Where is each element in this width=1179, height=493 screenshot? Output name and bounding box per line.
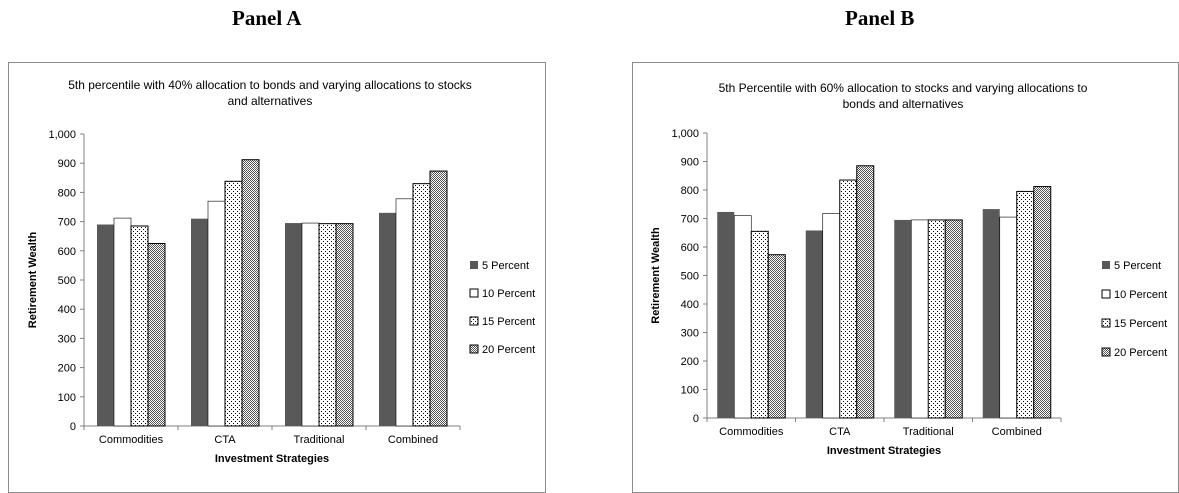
bar-20-percent-traditional: [945, 220, 962, 418]
legend-swatch: [470, 345, 478, 353]
y-tick-label: 700: [681, 214, 699, 226]
y-tick-label: 600: [58, 246, 76, 258]
bar-20-percent-commodities: [768, 255, 785, 418]
y-tick-label: 900: [681, 157, 699, 169]
legend-swatch: [1102, 348, 1110, 356]
bar-15-percent-cta: [840, 180, 857, 418]
y-tick-label: 300: [681, 328, 699, 340]
chart-a-svg: 5th percentile with 40% allocation to bo…: [9, 63, 545, 492]
bar-10-percent-traditional: [302, 223, 319, 426]
bar-15-percent-traditional: [928, 220, 945, 418]
x-tick-label: Commodities: [99, 434, 164, 446]
chart-title-line: 5th Percentile with 60% allocation to st…: [719, 81, 1088, 95]
chart-b-svg: 5th Percentile with 60% allocation to st…: [633, 63, 1178, 492]
legend-label: 15 Percent: [482, 316, 535, 328]
bar-10-percent-combined: [1000, 217, 1017, 418]
y-tick-label: 500: [58, 275, 76, 287]
legend-label: 10 Percent: [1114, 289, 1167, 301]
panel-b-title: Panel B: [845, 6, 914, 31]
y-tick-label: 200: [681, 356, 699, 368]
legend-swatch: [1102, 290, 1110, 298]
y-tick-label: 100: [58, 392, 76, 404]
y-tick-label: 800: [58, 187, 76, 199]
bar-20-percent-cta: [242, 160, 259, 426]
chart-title-line: 5th percentile with 40% allocation to bo…: [68, 78, 472, 92]
legend-swatch: [1102, 319, 1110, 327]
x-tick-label: CTA: [214, 434, 236, 446]
bar-20-percent-cta: [857, 166, 874, 418]
bar-15-percent-combined: [1017, 191, 1034, 418]
y-tick-label: 600: [681, 242, 699, 254]
bar-5-percent-cta: [806, 230, 823, 418]
x-tick-label: Combined: [388, 434, 438, 446]
bar-10-percent-cta: [823, 213, 840, 418]
bar-15-percent-combined: [413, 184, 430, 426]
legend-label: 20 Percent: [1114, 347, 1167, 359]
x-tick-label: CTA: [829, 426, 851, 438]
bar-20-percent-commodities: [148, 244, 165, 427]
panel-a-title: Panel A: [232, 6, 301, 31]
legend-label: 10 Percent: [482, 288, 535, 300]
legend-swatch: [470, 289, 478, 297]
bar-5-percent-cta: [191, 219, 208, 426]
y-tick-label: 400: [58, 304, 76, 316]
y-tick-label: 1,000: [48, 129, 76, 141]
y-tick-label: 200: [58, 363, 76, 375]
bar-10-percent-commodities: [734, 216, 751, 418]
y-tick-label: 0: [70, 421, 76, 433]
bar-5-percent-combined: [379, 213, 396, 426]
bar-10-percent-combined: [396, 199, 413, 426]
bar-20-percent-traditional: [336, 224, 353, 426]
legend-label: 5 Percent: [482, 260, 529, 272]
y-tick-label: 800: [681, 185, 699, 197]
bar-20-percent-combined: [1034, 187, 1051, 418]
bar-15-percent-commodities: [131, 226, 148, 426]
bar-5-percent-commodities: [717, 212, 734, 418]
bar-5-percent-combined: [983, 209, 1000, 418]
legend-label: 5 Percent: [1114, 260, 1161, 272]
bar-15-percent-cta: [225, 181, 242, 426]
chart-title-line: and alternatives: [228, 94, 313, 108]
y-tick-label: 400: [681, 299, 699, 311]
bar-5-percent-traditional: [285, 223, 302, 426]
bar-20-percent-combined: [430, 171, 447, 426]
x-axis-label: Investment Strategies: [215, 453, 329, 465]
chart-panel-a: 5th percentile with 40% allocation to bo…: [8, 62, 546, 493]
x-tick-label: Traditional: [903, 426, 954, 438]
bar-5-percent-traditional: [894, 220, 911, 418]
legend-label: 15 Percent: [1114, 318, 1167, 330]
bar-15-percent-traditional: [319, 224, 336, 426]
y-tick-label: 0: [693, 413, 699, 425]
x-tick-label: Traditional: [294, 434, 345, 446]
x-tick-label: Commodities: [719, 426, 784, 438]
legend-swatch: [470, 317, 478, 325]
legend-swatch: [470, 261, 478, 269]
chart-title-line: bonds and alternatives: [843, 97, 964, 111]
y-tick-label: 500: [681, 271, 699, 283]
legend-swatch: [1102, 261, 1110, 269]
bar-10-percent-commodities: [114, 218, 131, 426]
bar-10-percent-traditional: [911, 220, 928, 418]
bar-10-percent-cta: [208, 201, 225, 426]
y-tick-label: 700: [58, 217, 76, 229]
y-tick-label: 300: [58, 333, 76, 345]
legend-label: 20 Percent: [482, 344, 535, 356]
x-axis-label: Investment Strategies: [827, 445, 941, 457]
y-tick-label: 1,000: [671, 128, 699, 140]
y-axis-label: Retirement Wealth: [650, 227, 662, 324]
bar-15-percent-commodities: [751, 231, 768, 418]
y-tick-label: 100: [681, 385, 699, 397]
x-tick-label: Combined: [992, 426, 1042, 438]
bar-5-percent-commodities: [97, 225, 114, 426]
y-tick-label: 900: [58, 158, 76, 170]
y-axis-label: Retirement Wealth: [27, 232, 39, 329]
chart-panel-b: 5th Percentile with 60% allocation to st…: [632, 62, 1179, 493]
